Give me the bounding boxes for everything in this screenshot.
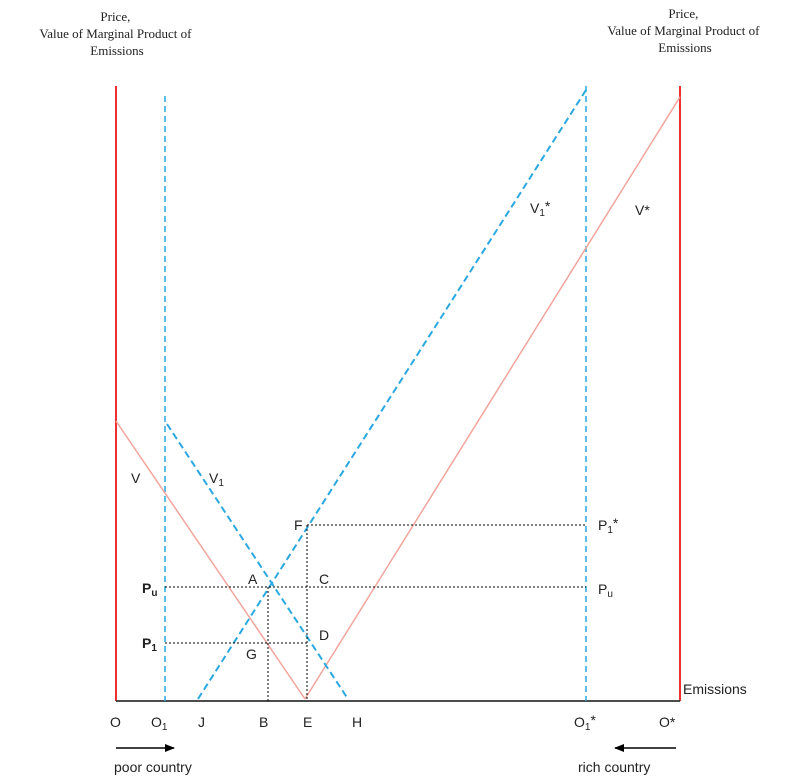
label-v1: V1 <box>209 470 224 489</box>
right-axis-title-line-2: Value of Marginal Product of <box>607 23 760 38</box>
tick-o-star: O* <box>659 714 676 730</box>
price-pu-right: Pu <box>598 581 613 600</box>
right-axis-title-line-3: Emissions <box>658 40 711 55</box>
label-v1-star: V1* <box>530 198 551 219</box>
curve-v1-star <box>197 89 587 700</box>
label-v-star: V* <box>635 202 650 218</box>
point-g: G <box>246 646 257 662</box>
point-c: C <box>319 571 329 587</box>
poor-country-label: poor country <box>114 759 192 775</box>
left-axis-title-line-2: Value of Marginal Product of <box>39 26 192 41</box>
curve-v <box>115 420 306 700</box>
tick-o1: O1 <box>151 714 168 733</box>
tick-h: H <box>352 714 362 730</box>
tick-j: J <box>198 714 205 730</box>
point-a: A <box>248 571 258 587</box>
tick-e: E <box>303 714 312 730</box>
curve-v1 <box>166 423 349 700</box>
tick-b: B <box>259 714 268 730</box>
left-axis-title-line-1: Price, <box>100 9 130 24</box>
right-axis-title: Price, Value of Marginal Product of Emis… <box>607 6 762 55</box>
rich-country-label: rich country <box>578 759 650 775</box>
price-pu-left: Pu <box>142 580 157 599</box>
price-p1-left: P1 <box>142 635 157 654</box>
label-v: V <box>131 470 141 486</box>
right-axis-title-line-1: Price, <box>668 6 698 21</box>
price-p1-star-right: P1* <box>598 515 619 536</box>
tick-o1-star: O1* <box>574 712 596 733</box>
curve-v-star <box>304 96 681 700</box>
emissions-axis-label: Emissions <box>683 681 747 697</box>
left-axis-title-line-3: Emissions <box>90 43 143 58</box>
point-f: F <box>294 517 303 533</box>
tick-o: O <box>110 714 121 730</box>
left-axis-title: Price, Value of Marginal Product of Emis… <box>39 9 194 58</box>
point-d: D <box>319 627 329 643</box>
